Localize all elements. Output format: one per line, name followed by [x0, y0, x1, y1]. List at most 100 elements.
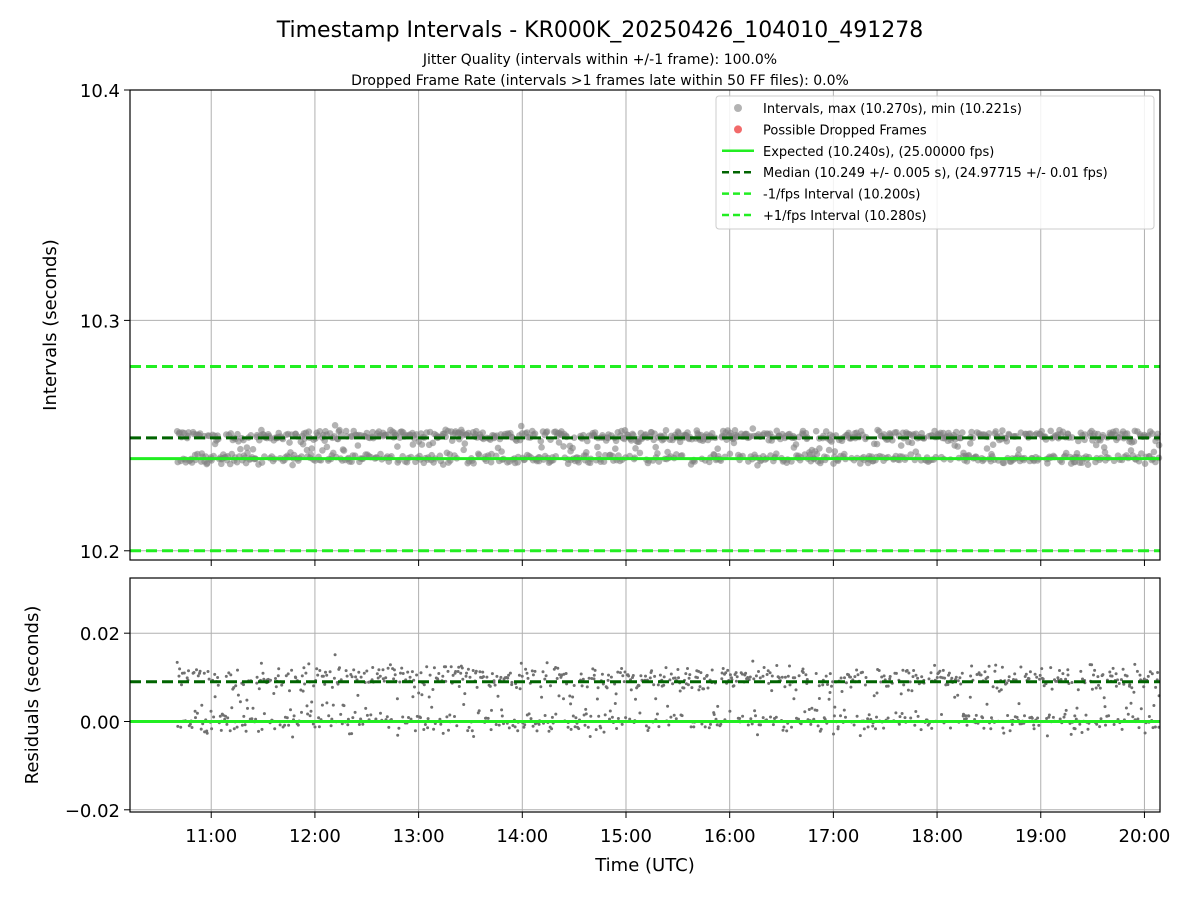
- residual-point: [1001, 726, 1005, 730]
- residual-point: [571, 714, 575, 718]
- interval-point: [498, 448, 505, 455]
- residual-point: [833, 705, 837, 709]
- residual-point: [316, 673, 320, 677]
- interval-point: [377, 450, 384, 458]
- residual-point: [849, 675, 852, 679]
- residual-point: [470, 729, 474, 733]
- residual-point: [486, 716, 490, 720]
- residual-point: [292, 714, 296, 718]
- interval-point: [959, 429, 966, 436]
- residual-point: [338, 666, 341, 670]
- interval-point: [1101, 449, 1109, 456]
- residual-point: [494, 723, 498, 726]
- residual-point: [1101, 673, 1105, 677]
- residual-point: [432, 666, 436, 670]
- residual-point: [262, 712, 266, 716]
- interval-point: [612, 445, 619, 453]
- residual-point: [1111, 666, 1115, 670]
- residual-point: [376, 676, 380, 680]
- legend-label: Intervals, max (10.270s), min (10.221s): [763, 102, 1022, 117]
- residual-point: [451, 673, 455, 677]
- residual-point: [340, 722, 344, 726]
- residual-point: [466, 729, 470, 733]
- residual-point: [967, 714, 971, 718]
- residual-point: [762, 666, 766, 669]
- interval-point: [1092, 441, 1100, 449]
- residual-point: [759, 723, 762, 727]
- interval-point: [773, 427, 781, 435]
- residual-point: [797, 717, 800, 721]
- residual-point: [657, 725, 661, 729]
- residual-point: [770, 689, 774, 693]
- intervals-y-tick-label: 10.2: [80, 542, 120, 563]
- residual-point: [507, 673, 511, 677]
- residual-point: [1102, 696, 1106, 700]
- residual-point: [202, 671, 206, 675]
- residual-point: [243, 723, 247, 727]
- residual-point: [328, 670, 332, 674]
- residual-point: [989, 727, 993, 731]
- residual-point: [1132, 690, 1136, 694]
- interval-point: [514, 459, 521, 466]
- residual-point: [680, 714, 684, 718]
- residual-point: [325, 701, 329, 705]
- residual-point: [597, 714, 601, 718]
- residual-point: [1030, 716, 1034, 720]
- interval-point: [394, 443, 401, 450]
- residual-point: [809, 722, 813, 726]
- interval-point: [730, 439, 738, 447]
- residual-point: [300, 674, 304, 678]
- residual-point: [176, 724, 180, 728]
- residual-point: [689, 725, 693, 729]
- interval-point: [907, 451, 914, 458]
- residual-point: [903, 716, 907, 720]
- residual-point: [569, 727, 573, 731]
- residual-point: [478, 670, 482, 674]
- residual-point: [794, 688, 798, 692]
- interval-point: [543, 428, 551, 435]
- residual-point: [875, 715, 878, 719]
- residual-point: [395, 697, 399, 701]
- residual-point: [639, 674, 643, 678]
- residual-point: [792, 697, 796, 701]
- interval-point: [342, 427, 350, 435]
- residual-point: [309, 709, 313, 713]
- residual-point: [678, 689, 682, 693]
- residual-point: [493, 683, 497, 687]
- residual-point: [832, 732, 835, 736]
- residual-point: [285, 716, 289, 720]
- residual-point: [1126, 712, 1130, 716]
- residual-point: [991, 685, 995, 689]
- residual-point: [1095, 722, 1099, 726]
- interval-point: [968, 428, 975, 436]
- residuals-x-tick-label: 16:00: [704, 826, 756, 847]
- residual-point: [608, 709, 612, 713]
- residual-point: [1133, 662, 1137, 666]
- residual-point: [315, 667, 319, 671]
- residual-point: [308, 714, 312, 718]
- residual-point: [983, 670, 987, 674]
- residual-point: [824, 674, 828, 678]
- residual-point: [232, 686, 236, 690]
- residual-point: [714, 717, 718, 721]
- residual-point: [943, 676, 947, 680]
- residual-point: [826, 683, 829, 686]
- residual-point: [1108, 670, 1112, 674]
- residual-point: [905, 669, 909, 672]
- interval-point: [792, 441, 800, 448]
- residual-point: [767, 681, 771, 685]
- residual-point: [277, 667, 281, 671]
- residual-point: [574, 716, 578, 720]
- residual-point: [437, 672, 441, 675]
- residual-point: [682, 686, 686, 690]
- residual-point: [900, 712, 904, 715]
- interval-point: [726, 450, 734, 458]
- residual-point: [453, 715, 456, 718]
- residual-point: [1151, 726, 1155, 730]
- residual-point: [1148, 670, 1152, 674]
- residual-point: [1143, 731, 1147, 735]
- residual-point: [294, 676, 298, 680]
- residual-point: [246, 706, 249, 710]
- residual-point: [566, 725, 570, 729]
- interval-point: [654, 450, 661, 457]
